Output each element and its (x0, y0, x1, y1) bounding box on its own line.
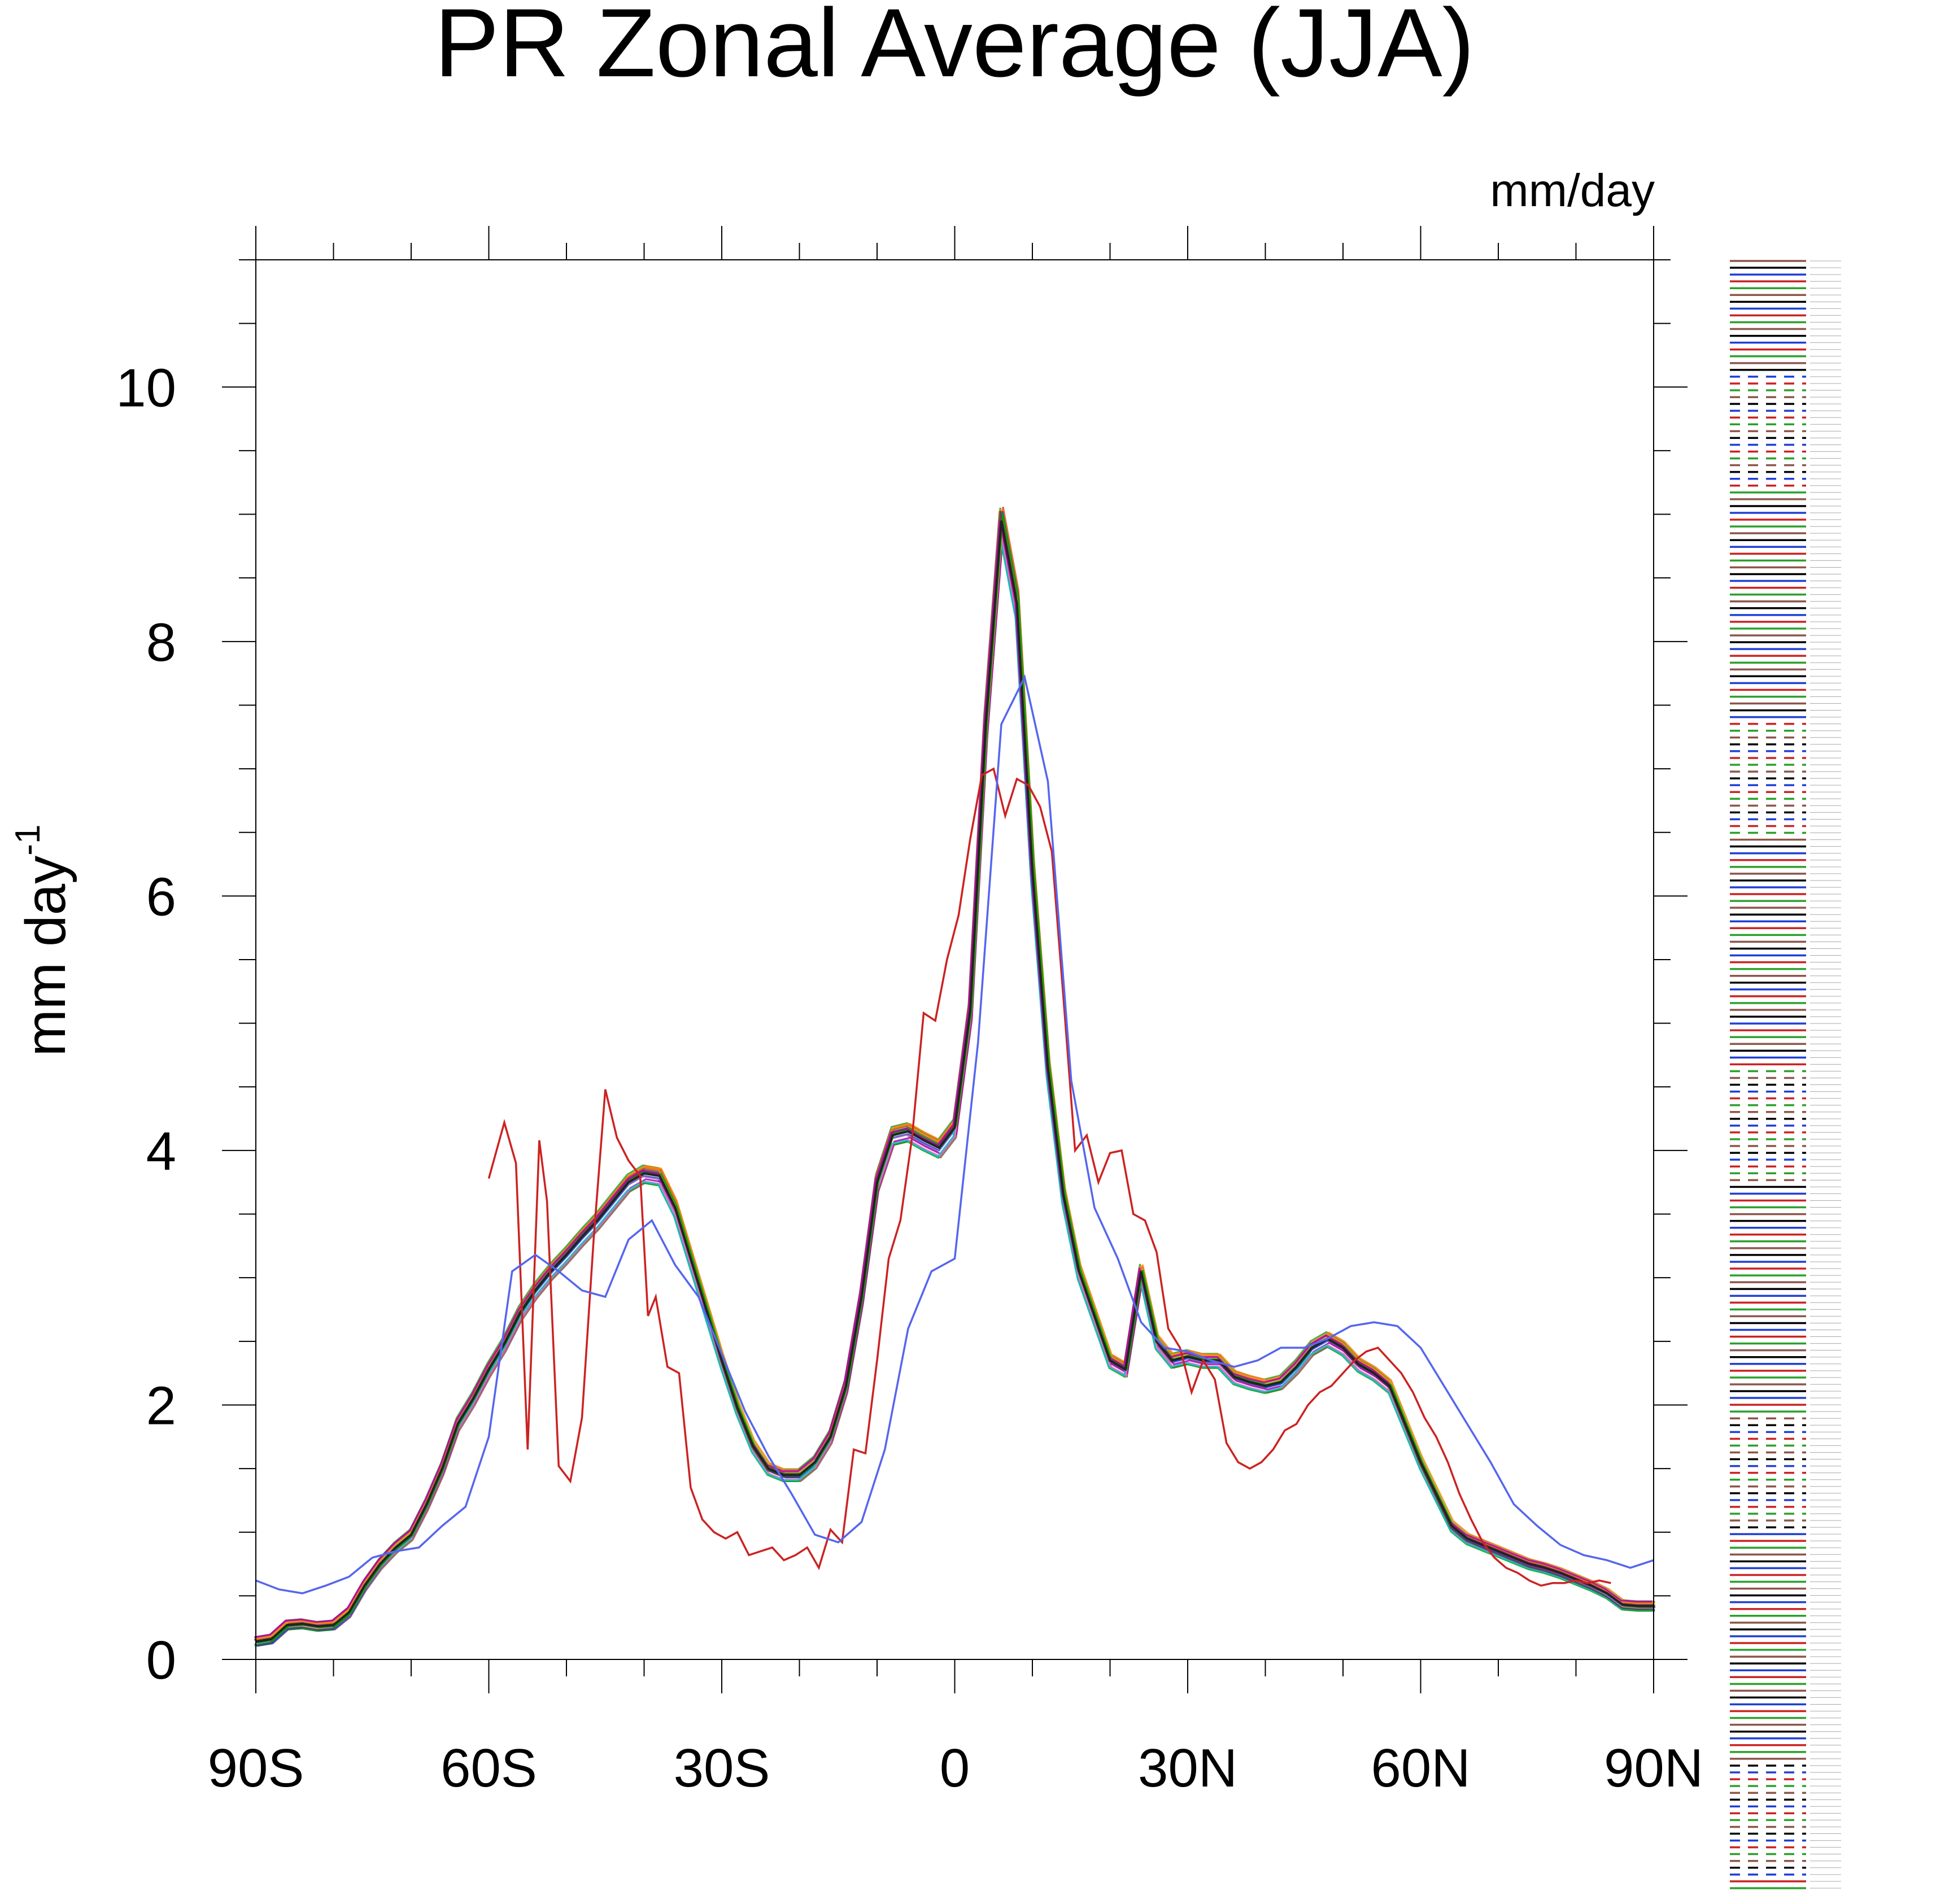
x-tick-label: 60S (441, 1738, 537, 1798)
x-tick-label: 90S (208, 1738, 304, 1798)
y-tick-label: 4 (146, 1121, 176, 1182)
model-series-line (257, 537, 1655, 1647)
model-series-line (255, 511, 1653, 1646)
model-series-line (255, 525, 1654, 1644)
data-series (254, 507, 1655, 1647)
x-tick-label: 90N (1604, 1738, 1703, 1798)
plot-frame (255, 259, 1654, 1660)
y-axis-label-exponent: -1 (8, 825, 47, 856)
model-series-line (257, 508, 1655, 1639)
model-series-line (256, 535, 1654, 1645)
model-series-line (256, 515, 1654, 1646)
model-series-line (254, 520, 1652, 1639)
model-series-line (254, 507, 1652, 1638)
y-tick-label: 10 (116, 358, 176, 418)
model-series-line (257, 519, 1655, 1639)
model-series-line (255, 522, 1654, 1641)
model-series-line (254, 509, 1652, 1645)
x-tick-label: 30S (674, 1738, 770, 1798)
obs-series-line (487, 767, 1611, 1587)
y-tick-label: 6 (146, 866, 176, 927)
model-series-line (254, 519, 1652, 1639)
model-series-line (254, 530, 1652, 1641)
y-axis-label: mm day-1 (8, 825, 77, 1057)
model-series-line (256, 520, 1655, 1639)
units-label: mm/day (1490, 165, 1655, 216)
y-axis-label-text: mm day (14, 856, 77, 1057)
model-series-line (255, 537, 1653, 1647)
model-series-line (254, 511, 1652, 1641)
x-tick-label: 60N (1371, 1738, 1470, 1798)
model-series-line (254, 535, 1652, 1646)
obs-series-line (255, 674, 1654, 1594)
x-tick-label: 30N (1138, 1738, 1237, 1798)
model-series-line (257, 533, 1655, 1644)
y-tick-label: 2 (146, 1375, 176, 1436)
y-tick-label: 0 (146, 1630, 176, 1690)
model-series-line (257, 507, 1655, 1642)
x-tick-labels: 90S 60S 30S 0 30N 60N 90N (208, 1738, 1703, 1798)
model-series-line (255, 509, 1653, 1640)
model-ensemble-line (255, 520, 1654, 1643)
legend (1730, 260, 1841, 1889)
axis-ticks (222, 226, 1688, 1693)
y-tick-label: 8 (146, 612, 176, 673)
chart-title: PR Zonal Average (JJA) (434, 0, 1475, 97)
model-series-line (256, 520, 1655, 1639)
model-series-line (255, 512, 1654, 1643)
model-series-line (256, 511, 1655, 1647)
y-tick-labels: 0 2 4 6 8 10 (116, 358, 176, 1690)
x-tick-label: 0 (940, 1738, 970, 1798)
model-series-line (257, 513, 1655, 1644)
